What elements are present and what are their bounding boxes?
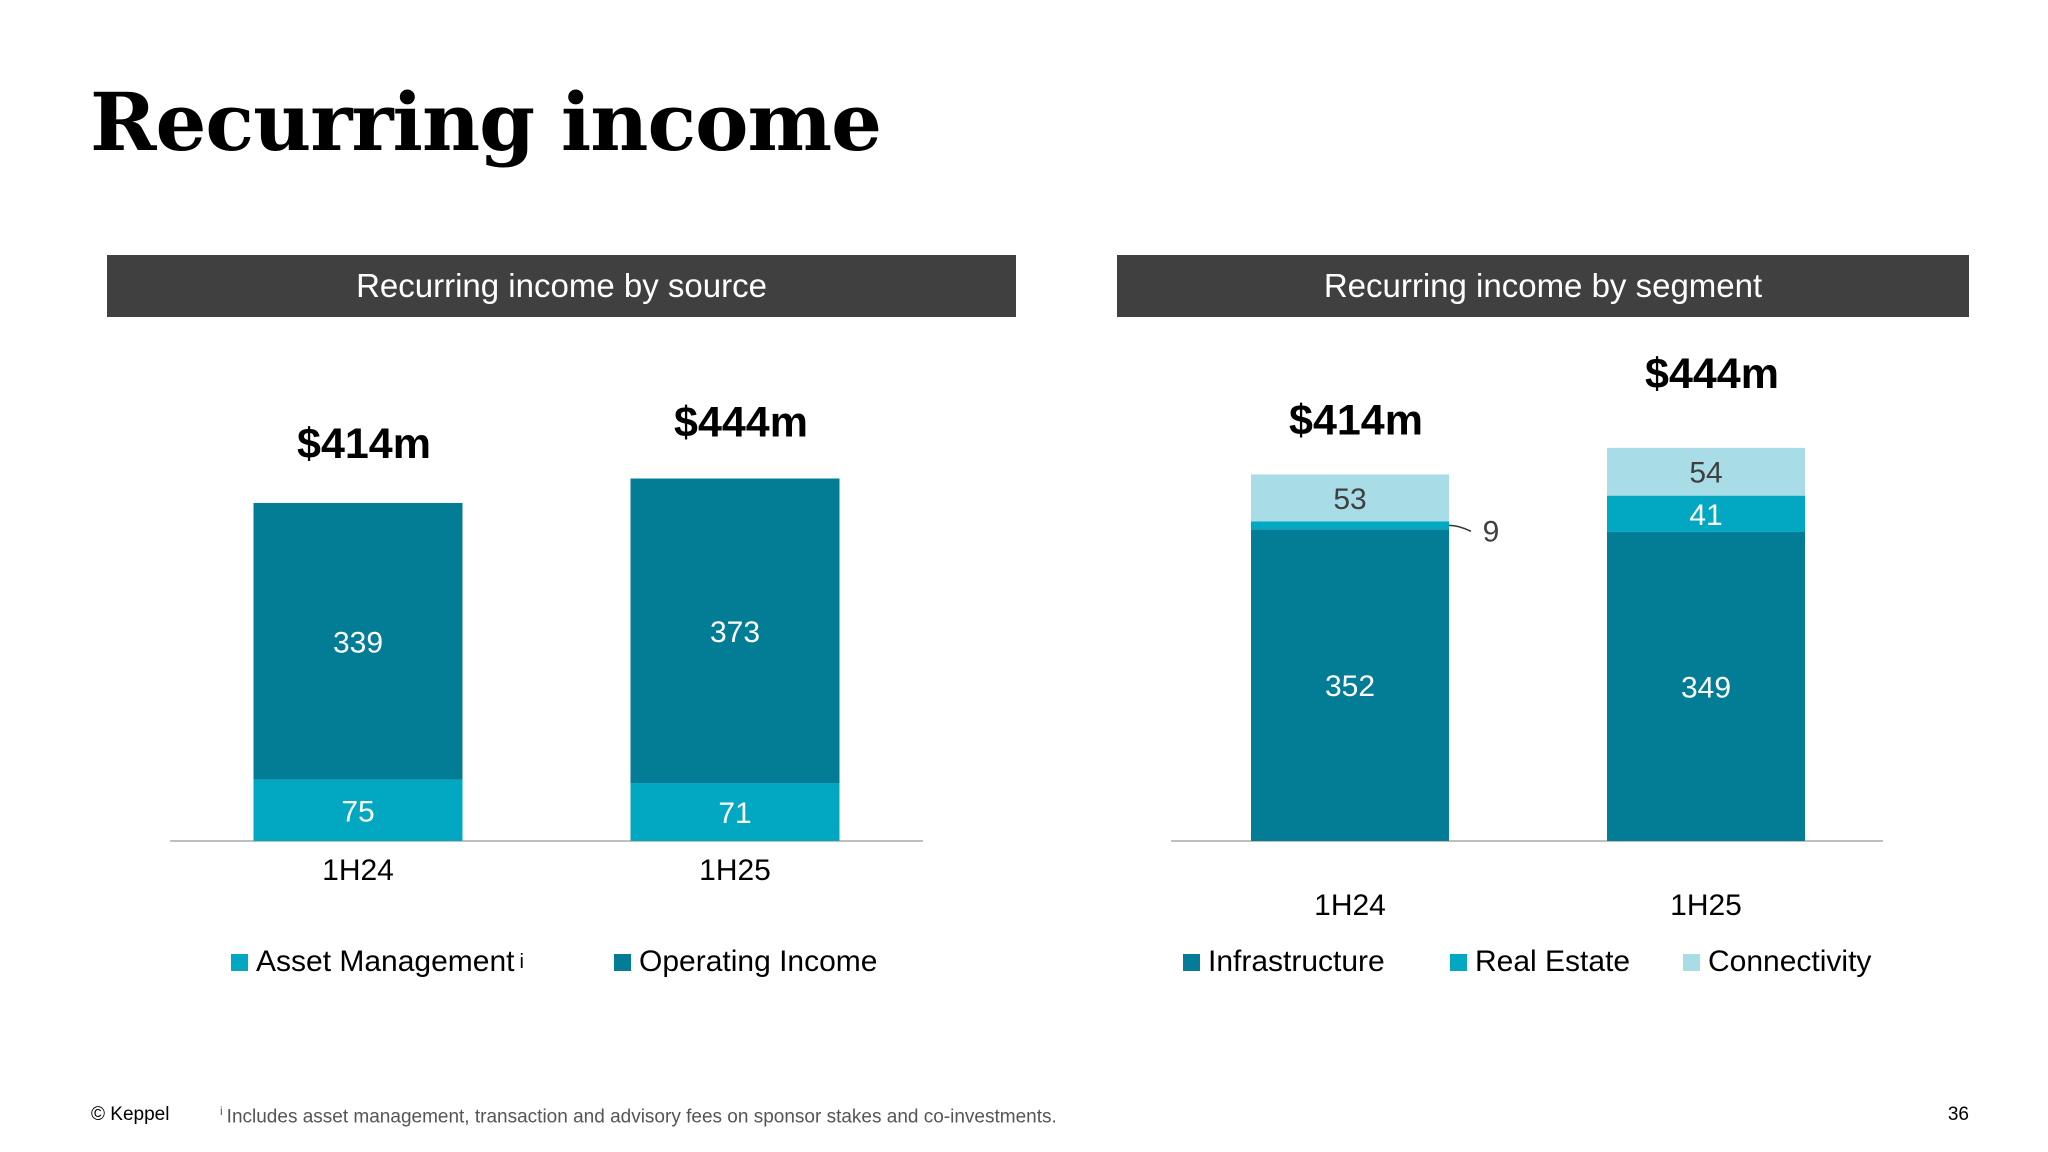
data-label: 54	[1689, 457, 1722, 490]
total-label: $444m	[674, 399, 808, 447]
legend-label: Infrastructure	[1208, 945, 1385, 978]
legend-swatch	[1183, 953, 1200, 971]
data-label: 373	[710, 616, 760, 649]
data-label: 9	[1483, 515, 1500, 548]
bar-0-1H25-asset-management	[630, 783, 840, 841]
x-tick-label: 1H25	[699, 854, 771, 887]
page-title: Recurring income	[90, 75, 882, 169]
legend-by-source: Asset Management i Operating Income	[0, 945, 2048, 985]
bar-1-1H24-real-estate	[1251, 521, 1449, 530]
footnote-marker: i	[220, 1104, 223, 1118]
data-label: 352	[1325, 670, 1375, 703]
legend-label: Operating Income	[639, 945, 878, 978]
data-label: 53	[1333, 483, 1366, 516]
chart-title-by-segment: Recurring income by segment	[1117, 255, 1969, 317]
x-tick-label: 1H24	[1314, 889, 1386, 922]
footnote: i Includes asset management, transaction …	[220, 1104, 1057, 1128]
total-label: $414m	[297, 420, 431, 468]
legend-label: Connectivity	[1708, 945, 1872, 978]
total-label: $414m	[1289, 396, 1423, 444]
data-label: 349	[1681, 671, 1731, 704]
data-label: 71	[718, 797, 751, 830]
chart-title-by-source: Recurring income by source	[107, 255, 1016, 317]
x-tick-label: 1H24	[322, 854, 394, 887]
data-label: 41	[1689, 499, 1722, 532]
legend-item: Operating Income	[614, 945, 877, 979]
legend-item: Real Estate	[1450, 945, 1630, 979]
bar-1-1H25-infrastructure	[1607, 531, 1805, 841]
legend-item: Asset Management i	[231, 945, 524, 979]
bar-0-1H25-operating-income	[630, 478, 840, 784]
legend-label: Real Estate	[1475, 945, 1631, 978]
bar-0-1H24-operating-income	[253, 503, 463, 780]
bar-1-1H24-connectivity	[1251, 474, 1449, 522]
legend-label: Asset Management	[256, 945, 515, 978]
bar-1-1H25-real-estate	[1607, 495, 1805, 532]
data-label-leader	[1448, 524, 1472, 532]
data-label: 339	[333, 626, 383, 659]
legend-swatch	[614, 953, 631, 971]
copyright: © Keppel	[91, 1104, 170, 1125]
page-number: 36	[1947, 1104, 1969, 1125]
bar-1-1H25-connectivity	[1607, 447, 1805, 496]
x-tick-label: 1H25	[1670, 889, 1742, 922]
bar-0-1H24-asset-management	[253, 779, 463, 841]
bar-1-1H24-infrastructure	[1251, 529, 1449, 841]
legend-swatch	[1683, 953, 1700, 971]
legend-swatch	[231, 953, 248, 971]
footnote-text: Includes asset management, transaction a…	[226, 1106, 1057, 1128]
legend-item: Connectivity	[1683, 945, 1871, 979]
legend-swatch	[1450, 953, 1467, 971]
total-label: $444m	[1645, 350, 1779, 398]
legend-by-segment: Infrastructure Real Estate Connectivity	[0, 945, 2048, 985]
legend-item: Infrastructure	[1183, 945, 1385, 979]
data-label: 75	[341, 795, 374, 828]
